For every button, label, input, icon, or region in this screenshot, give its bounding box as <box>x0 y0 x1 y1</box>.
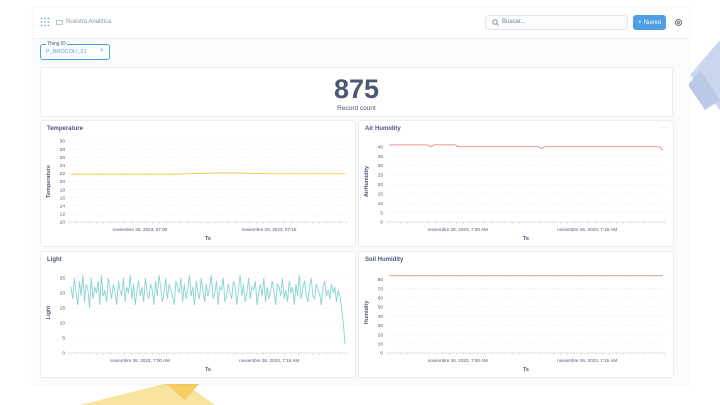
y-tick-label: 35 <box>378 154 384 160</box>
y-tick-label: 18 <box>60 187 66 193</box>
thing-id-filter[interactable]: Thing ID P_BROCOLI_01 × <box>40 41 110 60</box>
y-tick-label: 10 <box>60 321 66 327</box>
new-button[interactable]: + Nuevo <box>633 15 666 30</box>
y-tick-label: 30 <box>378 163 384 169</box>
y-tick-label: 30 <box>378 323 384 329</box>
temperature-chart-title: Temperature <box>47 126 83 132</box>
record-count-label: Record count <box>337 105 376 112</box>
card-menu-icon[interactable]: ··· <box>661 125 667 131</box>
y-tick-label: 0 <box>380 351 383 357</box>
y-tick-label: 12 <box>60 212 66 218</box>
light-series-line <box>70 274 346 345</box>
filter-label: Thing ID <box>46 41 67 47</box>
plus-icon: + <box>638 19 642 26</box>
y-tick-label: 20 <box>60 291 66 297</box>
y-tick-label: 0 <box>62 351 65 357</box>
y-tick-label: 10 <box>378 341 384 347</box>
y-tick-label: 10 <box>60 220 66 226</box>
y-axis-label: Light <box>46 306 52 320</box>
clear-filter-icon[interactable]: × <box>100 48 104 54</box>
y-tick-label: 0 <box>380 220 383 226</box>
soil-humidity-chart-title: Soil Humidity <box>365 257 404 263</box>
x-tick-label: noviembre 26, 2023, 07:15 <box>242 227 297 232</box>
y-tick-label: 60 <box>378 295 384 301</box>
y-tick-label: 20 <box>60 179 66 185</box>
y-tick-label: 16 <box>60 195 66 201</box>
x-axis-label: Ts <box>205 367 211 373</box>
y-tick-label: 70 <box>378 286 384 292</box>
metabase-logo-icon[interactable] <box>40 17 50 27</box>
breadcrumb[interactable]: Nuestra Analítica <box>56 19 111 25</box>
search-icon <box>492 19 499 26</box>
soil_humidity-chart-svg: 0 10 20 30 40 50 60 70 80 noviembre 26, 2023, 7:0… <box>364 275 666 373</box>
y-tick-label: 14 <box>60 204 66 210</box>
x-tick-label: noviembre 26, 2023, 7:15 AM <box>239 358 299 363</box>
search-placeholder: Buscar... <box>502 19 526 25</box>
y-tick-label: 20 <box>378 332 384 338</box>
y-tick-label: 80 <box>378 277 384 283</box>
y-tick-label: 24 <box>60 163 66 169</box>
folder-icon <box>56 19 63 25</box>
x-axis-label: Ts <box>205 236 211 242</box>
temperature-chart-card[interactable]: Temperature 10 12 14 16 18 20 22 24 26 28 30 noviem… <box>40 120 356 247</box>
record-count-card[interactable]: 875 Record count <box>40 67 673 117</box>
air-humidity-chart-card[interactable]: Air Humidity ··· 0 5 10 15 20 25 30 35 40 noviemb… <box>358 120 674 247</box>
x-axis-label: Ts <box>523 236 529 242</box>
y-axis-label: Temperature <box>46 165 52 198</box>
y-tick-label: 30 <box>60 139 66 145</box>
air_humidity-series-line <box>389 144 664 151</box>
y-tick-label: 40 <box>378 144 384 150</box>
y-tick-label: 22 <box>60 171 66 177</box>
x-tick-label: noviembre 26, 2023, 7:00 AM <box>110 358 170 363</box>
light-chart-title: Light <box>47 257 62 263</box>
y-tick-label: 26 <box>60 155 66 161</box>
light-chart-card[interactable]: Light 0 5 10 15 20 25 noviembre 26, 2023, 7:00… <box>40 251 356 378</box>
x-tick-label: noviembre 26, 2023, 07:00 <box>113 227 168 232</box>
dashboard-window: Nuestra Analítica Buscar... + Nuevo Thin… <box>33 8 689 384</box>
filter-value: P_BROCOLI_01 <box>46 49 87 55</box>
record-count-value: 875 <box>333 74 380 104</box>
y-tick-label: 28 <box>60 147 66 153</box>
air-humidity-chart-title: Air Humidity <box>365 126 401 132</box>
x-tick-label: noviembre 26, 2023, 7:00 AM <box>428 227 488 232</box>
x-axis-label: Ts <box>523 367 529 373</box>
temperature-series-line <box>71 172 345 175</box>
y-tick-label: 15 <box>378 191 384 197</box>
x-tick-label: noviembre 26, 2023, 7:15 AM <box>557 358 617 363</box>
y-tick-label: 25 <box>60 276 66 282</box>
search-input[interactable]: Buscar... <box>485 15 628 30</box>
y-axis-label: AirHumidity <box>364 165 370 197</box>
light-chart-svg: 0 5 10 15 20 25 noviembre 26, 2023, 7:00 AM nov… <box>46 274 348 373</box>
soil-humidity-chart-card[interactable]: Soil Humidity 0 10 20 30 40 50 60 70 80 noviembre… <box>358 251 674 378</box>
y-tick-label: 5 <box>62 336 65 342</box>
y-axis-label: Humidity <box>364 300 370 324</box>
y-tick-label: 25 <box>378 173 384 179</box>
x-tick-label: noviembre 26, 2023, 7:15 AM <box>557 227 617 232</box>
air_humidity-chart-svg: 0 5 10 15 20 25 30 35 40 noviembre 26, 2023, 7:00… <box>364 144 666 242</box>
y-tick-label: 20 <box>378 182 384 188</box>
top-navigation-bar: Nuestra Analítica Buscar... + Nuevo <box>33 8 689 39</box>
y-tick-label: 5 <box>380 210 383 216</box>
breadcrumb-collection[interactable]: Nuestra Analítica <box>66 19 112 25</box>
y-tick-label: 10 <box>378 201 384 207</box>
temperature-chart-svg: 10 12 14 16 18 20 22 24 26 28 30 noviembre 26, 2023… <box>46 139 348 242</box>
gear-icon[interactable] <box>674 18 683 27</box>
y-tick-label: 15 <box>60 306 66 312</box>
new-button-label: Nuevo <box>643 19 661 26</box>
y-tick-label: 40 <box>378 314 384 320</box>
y-tick-label: 50 <box>378 305 384 311</box>
x-tick-label: noviembre 26, 2023, 7:00 AM <box>428 358 488 363</box>
